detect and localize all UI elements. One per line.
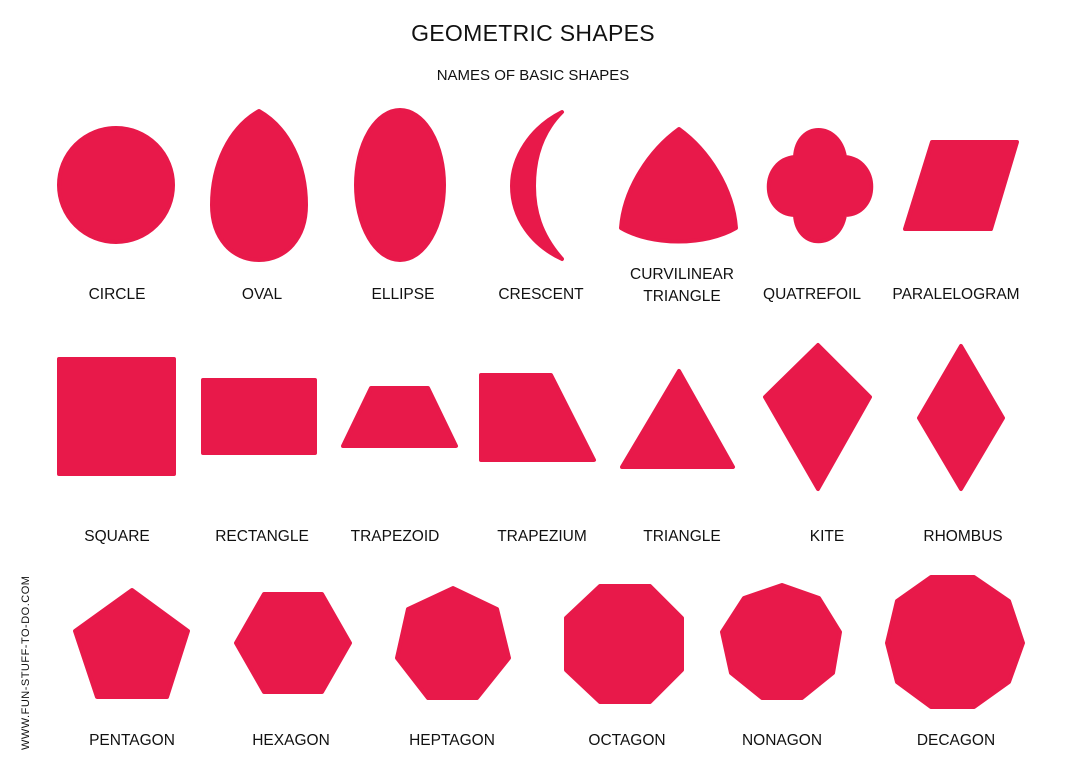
circle-label: CIRCLE xyxy=(88,286,146,303)
pentagon-shape xyxy=(73,588,190,699)
hexagon-shape xyxy=(234,592,352,694)
parallelogram-label: PARALELOGRAM xyxy=(892,286,1020,303)
crescent-label: CRESCENT xyxy=(498,286,584,303)
square-shape xyxy=(57,357,176,476)
page-subtitle: NAMES OF BASIC SHAPES xyxy=(436,67,630,84)
oval-shape xyxy=(210,109,308,262)
website-url: WWW.FUN-STUFF-TO-DO.COM xyxy=(20,575,32,750)
square-label: SQUARE xyxy=(84,528,150,545)
triangle-label: TRIANGLE xyxy=(643,528,721,545)
octagon-shape xyxy=(564,584,684,704)
kite-shape xyxy=(763,343,872,491)
trapezium-label: TRAPEZIUM xyxy=(497,528,587,545)
rhombus-label: RHOMBUS xyxy=(923,528,1003,545)
hexagon-label: HEXAGON xyxy=(252,732,330,749)
curvilinear-label-line2: TRIANGLE xyxy=(643,288,721,305)
nonagon-label: NONAGON xyxy=(741,732,823,749)
crescent-shape xyxy=(510,110,564,261)
trapezium-shape xyxy=(479,373,596,462)
circle-shape xyxy=(57,126,175,244)
trapezoid-shape xyxy=(341,386,458,448)
heptagon-label: HEPTAGON xyxy=(409,732,495,749)
trapezoid-label: TRAPEZOID xyxy=(350,528,440,545)
rhombus-shape xyxy=(917,344,1005,491)
parallelogram-shape xyxy=(903,140,1019,231)
curvilinear-triangle-shape xyxy=(619,127,738,244)
curvilinear-triangle-label: CURVILINEAR TRIANGLE xyxy=(630,264,734,308)
octagon-label: OCTAGON xyxy=(588,732,666,749)
decagon-label: DECAGON xyxy=(916,732,996,749)
quatrefoil-label: QUATREFOIL xyxy=(763,286,861,303)
curvilinear-label-line1: CURVILINEAR xyxy=(630,266,734,283)
ellipse-label: ELLIPSE xyxy=(371,286,435,303)
triangle-shape xyxy=(620,369,735,469)
kite-label: KITE xyxy=(809,528,845,545)
page-title: GEOMETRIC SHAPES xyxy=(411,20,655,46)
rectangle-label: RECTANGLE xyxy=(215,528,309,545)
rectangle-shape xyxy=(201,378,317,455)
decagon-shape xyxy=(885,575,1025,709)
nonagon-shape xyxy=(720,583,842,700)
oval-label: OVAL xyxy=(241,286,283,303)
heptagon-shape xyxy=(395,586,511,700)
quatrefoil-shape xyxy=(766,128,874,244)
ellipse-shape xyxy=(354,108,446,262)
pentagon-label: PENTAGON xyxy=(89,732,175,749)
